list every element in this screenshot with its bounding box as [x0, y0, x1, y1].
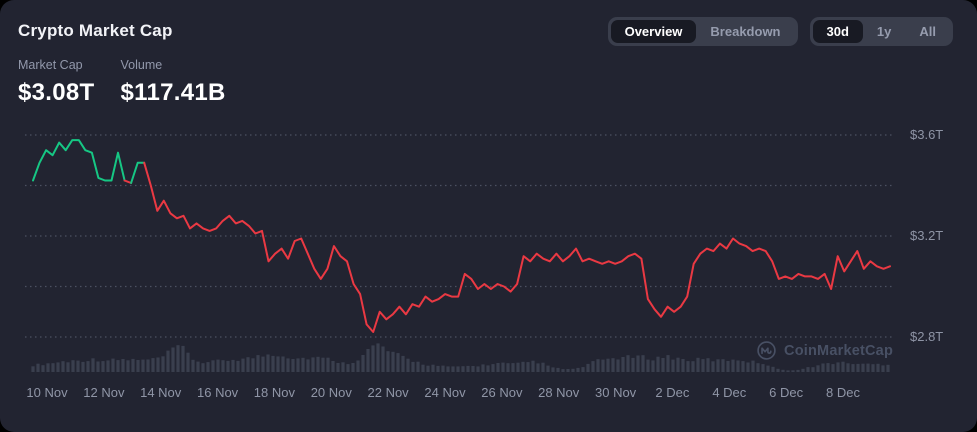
x-axis-label: 6 Dec [769, 385, 804, 400]
coinmarketcap-watermark: CoinMarketCap [756, 340, 893, 361]
x-axis-label: 8 Dec [826, 385, 860, 400]
header-controls: Overview Breakdown 30d 1y All [607, 17, 953, 46]
stats-row: Market Cap $3.08T Volume $117.41B [18, 58, 226, 107]
volume-value: $117.41B [120, 79, 226, 106]
market-cap-label: Market Cap [18, 58, 83, 72]
range-all[interactable]: All [905, 20, 950, 43]
range-30d[interactable]: 30d [812, 20, 863, 43]
stat-market-cap: Market Cap $3.08T [18, 58, 95, 107]
view-toggle: Overview Breakdown [607, 17, 798, 46]
x-axis-label: 16 Nov [196, 385, 239, 400]
y-axis-label: $2.8T [910, 329, 944, 344]
y-axis-label: $3.2T [910, 228, 944, 243]
x-axis-label: 24 Nov [424, 385, 466, 400]
coinmarketcap-logo-icon [757, 341, 776, 360]
x-axis-label: 12 Nov [83, 385, 125, 400]
tab-overview[interactable]: Overview [610, 20, 697, 43]
range-toggle: 30d 1y All [809, 17, 953, 46]
market-cap-value: $3.08T [18, 79, 95, 106]
x-axis-label: 10 Nov [26, 385, 68, 400]
tab-breakdown[interactable]: Breakdown [696, 20, 794, 43]
volume-label: Volume [120, 58, 163, 72]
x-axis-label: 30 Nov [594, 385, 637, 400]
watermark-text: CoinMarketCap [784, 342, 893, 359]
page-title: Crypto Market Cap [18, 21, 173, 40]
range-1y[interactable]: 1y [863, 20, 905, 43]
x-axis-label: 22 Nov [367, 385, 409, 400]
stat-volume: Volume $117.41B [121, 58, 226, 107]
x-axis-label: 20 Nov [310, 385, 352, 400]
x-axis-label: 2 Dec [655, 385, 690, 400]
x-axis-label: 26 Nov [481, 385, 523, 400]
y-axis-label: $3.6T [910, 127, 944, 142]
x-axis-label: 14 Nov [140, 385, 182, 400]
x-axis-label: 28 Nov [538, 385, 580, 400]
x-axis-label: 18 Nov [253, 385, 295, 400]
x-axis-label: 4 Dec [712, 385, 747, 400]
